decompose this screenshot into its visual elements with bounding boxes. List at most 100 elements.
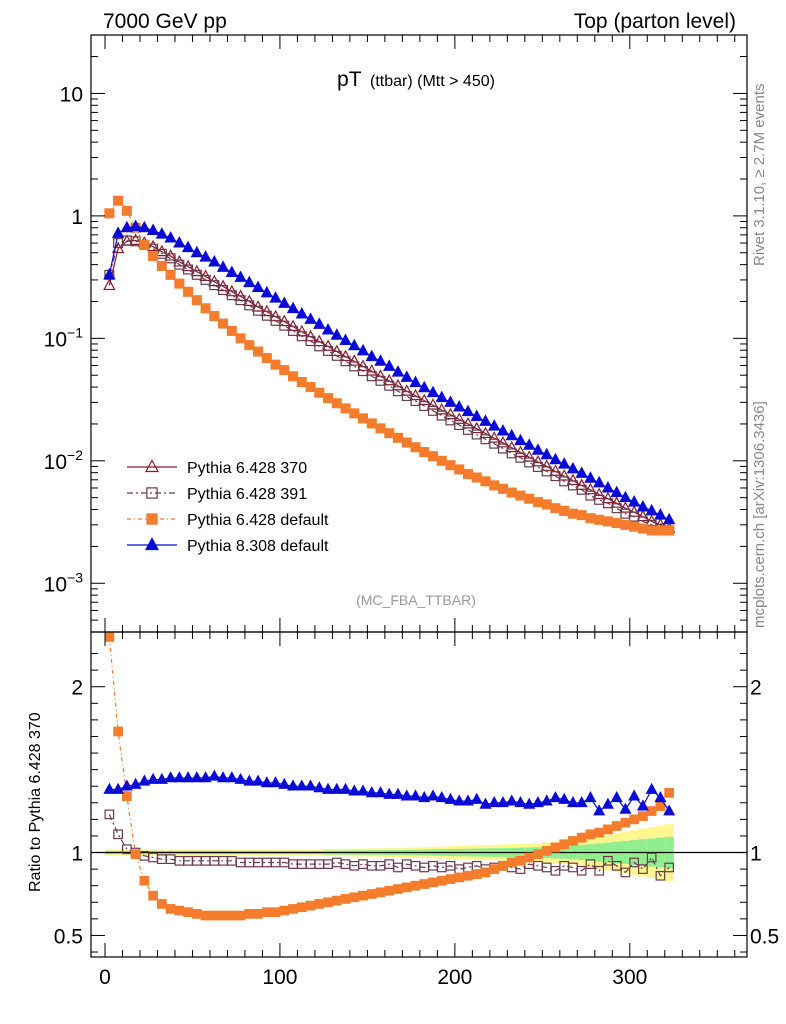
ratio-point-pdef-1 <box>113 726 123 737</box>
data-point-p391-15 <box>235 295 246 306</box>
y-tick-label: 10 <box>60 83 83 106</box>
ratio-point-pdef-12 <box>209 910 220 921</box>
data-point-pdef-7 <box>165 269 176 280</box>
ratio-point-p8-26 <box>330 782 343 794</box>
data-point-p370-30 <box>365 364 378 376</box>
ratio-point-p8-39 <box>444 792 457 804</box>
ratio-point-p8-31 <box>374 786 387 798</box>
ratio-point-p391-1 <box>113 829 123 840</box>
data-point-p370-37 <box>426 398 440 410</box>
ratio-line-p391 <box>108 814 670 877</box>
data-point-pdef-9 <box>183 286 194 297</box>
main-series-layer <box>103 195 676 536</box>
ratio-point-pdef-14 <box>226 910 237 921</box>
data-point-p8-33 <box>391 365 405 377</box>
data-point-p370-21 <box>286 319 300 331</box>
data-point-p8-2 <box>120 220 134 233</box>
ratio-point-pdef-30 <box>366 889 377 899</box>
data-point-pdef-52 <box>559 505 570 516</box>
data-point-pdef-36 <box>419 446 430 458</box>
ratio-point-pdef-60 <box>629 814 640 825</box>
data-point-pdef-54 <box>576 510 587 521</box>
data-point-p391-21 <box>288 325 299 336</box>
data-point-pdef-29 <box>358 413 369 424</box>
data-point-p370-46 <box>505 440 518 453</box>
ratio-point-pdef-13 <box>218 910 228 921</box>
ratio-point-pdef-4 <box>139 875 150 886</box>
data-point-p391-9 <box>183 264 194 275</box>
data-point-p8-55 <box>584 471 597 483</box>
ratio-y-tick-label-left: 1 <box>71 843 83 866</box>
x-tick-label: 200 <box>437 966 472 989</box>
data-point-p8-26 <box>330 328 343 340</box>
data-point-p8-30 <box>365 349 378 362</box>
data-point-p8-34 <box>400 370 413 382</box>
ratio-point-p8-20 <box>278 777 291 789</box>
ratio-point-p8-36 <box>418 791 431 803</box>
data-point-p8-51 <box>549 452 562 465</box>
data-point-pdef-42 <box>471 472 482 483</box>
legend-item-p391: Pythia 6.428 391 <box>127 486 307 503</box>
ratio-point-p8-59 <box>619 802 632 814</box>
ratio-point-pdef-64 <box>664 787 675 798</box>
mcplots-label: mcplots.cern.ch [arXiv:1306.3436] <box>751 401 768 628</box>
ratio-point-pdef-48 <box>524 852 535 863</box>
data-point-p8-32 <box>383 359 396 371</box>
data-point-p391-27 <box>340 356 351 367</box>
ratio-point-pdef-43 <box>480 867 491 878</box>
data-point-p8-37 <box>426 385 440 398</box>
data-point-pdef-22 <box>296 376 307 388</box>
ratio-frame <box>90 631 748 958</box>
y-tick-label: 10−2 <box>44 447 84 474</box>
data-point-pdef-23 <box>305 382 316 393</box>
data-point-p8-0 <box>103 267 116 280</box>
data-point-p8-27 <box>339 333 352 346</box>
data-point-p8-21 <box>286 301 300 314</box>
ratio-series-p8 <box>103 769 676 816</box>
series-p391 <box>104 235 675 536</box>
data-point-p370-39 <box>444 407 457 420</box>
data-point-p8-35 <box>409 375 422 388</box>
ratio-point-pdef-11 <box>200 910 211 921</box>
data-point-p8-5 <box>146 223 160 235</box>
data-point-p370-0 <box>103 278 116 291</box>
data-point-p370-7 <box>164 249 177 261</box>
data-point-pdef-6 <box>156 260 167 271</box>
data-point-pdef-28 <box>349 408 360 419</box>
data-point-p370-47 <box>514 445 527 457</box>
data-point-p370-29 <box>356 359 370 371</box>
data-point-p370-35 <box>409 388 422 401</box>
data-point-p8-41 <box>461 404 475 417</box>
x-tick-label: 0 <box>99 966 111 989</box>
ratio-point-pdef-21 <box>288 904 298 914</box>
ratio-point-p8-61 <box>636 799 649 811</box>
ratio-point-p8-15 <box>234 772 247 784</box>
data-point-p8-58 <box>610 485 623 498</box>
ratio-point-p8-5 <box>147 772 160 784</box>
ratio-point-p8-58 <box>610 791 623 803</box>
data-point-pdef-60 <box>629 521 640 532</box>
ratio-point-pdef-31 <box>375 887 386 898</box>
ratio-point-p8-4 <box>138 774 151 786</box>
data-point-p8-43 <box>479 414 492 426</box>
data-point-pdef-14 <box>226 325 237 336</box>
data-point-p370-52 <box>557 469 571 481</box>
ratio-point-p8-11 <box>199 771 212 783</box>
ratio-point-pdef-37 <box>428 877 438 888</box>
ratio-point-pdef-57 <box>603 824 613 835</box>
data-point-pdef-62 <box>646 525 657 536</box>
ratio-y-tick-label-right: 2 <box>750 677 762 700</box>
data-point-p391-58 <box>611 503 622 514</box>
data-point-p8-64 <box>662 512 676 525</box>
ratio-point-pdef-62 <box>646 806 657 816</box>
data-point-p8-13 <box>216 260 230 272</box>
ratio-point-p8-7 <box>164 771 177 783</box>
data-point-p8-24 <box>313 317 326 329</box>
ratio-point-p8-30 <box>365 786 378 798</box>
data-point-p370-28 <box>348 354 361 366</box>
data-point-p370-33 <box>391 378 405 391</box>
data-point-p370-53 <box>566 473 580 486</box>
ratio-point-pdef-32 <box>384 885 395 896</box>
ratio-point-pdef-20 <box>279 905 290 916</box>
